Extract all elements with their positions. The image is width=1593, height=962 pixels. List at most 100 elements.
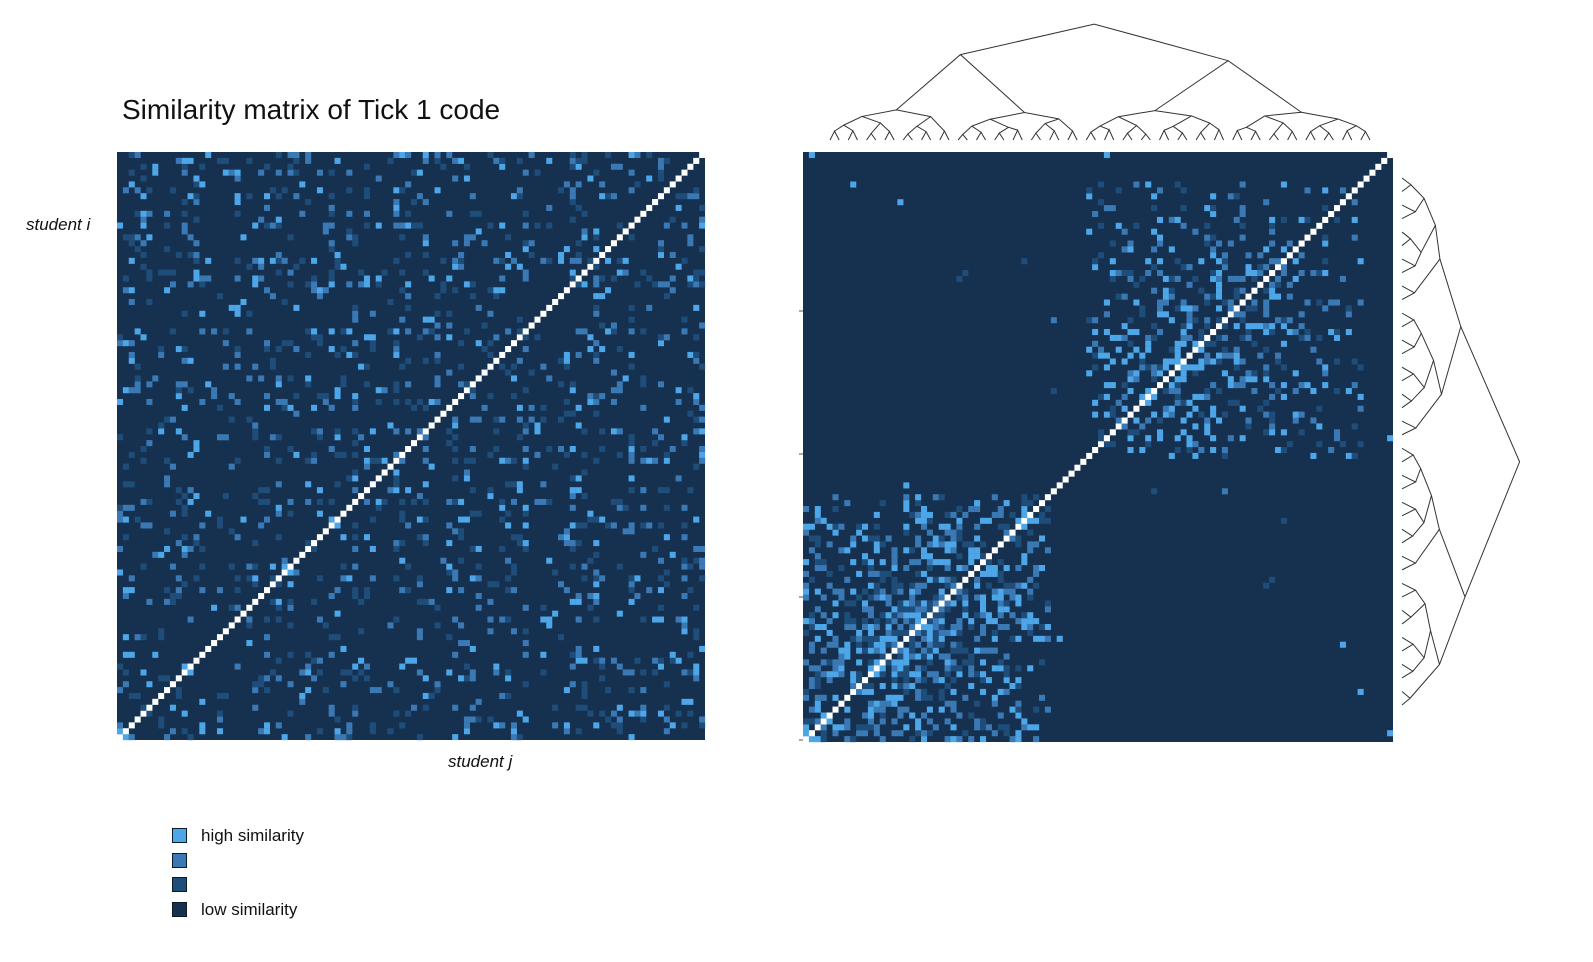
heatmap-cell	[968, 618, 975, 625]
heatmap-cell	[628, 575, 635, 582]
heatmap-cell	[926, 511, 933, 518]
heatmap-cell	[932, 612, 939, 619]
heatmap-cell	[938, 641, 945, 648]
heatmap-cell	[1133, 181, 1140, 188]
heatmap-cell	[1027, 629, 1034, 636]
heatmap-cell	[1174, 447, 1181, 454]
heatmap-cell	[475, 593, 482, 600]
heatmap-cell	[128, 575, 135, 582]
heatmap-cell	[181, 551, 188, 558]
dendrogram-link	[1410, 589, 1426, 618]
heatmap-cell	[915, 641, 922, 648]
heatmap-cell	[540, 404, 547, 411]
heatmap-cell	[1151, 323, 1158, 330]
diagonal-cell	[826, 712, 833, 719]
heatmap-cell	[363, 457, 370, 464]
heatmap-cell	[1027, 529, 1034, 536]
heatmap-cell	[856, 647, 863, 654]
heatmap-cell	[1003, 582, 1010, 589]
heatmap-cell	[926, 653, 933, 660]
heatmap-cell	[234, 604, 241, 611]
heatmap-cell	[346, 669, 353, 676]
heatmap-cell	[1139, 364, 1146, 371]
heatmap-cell	[1180, 187, 1187, 194]
heatmap-cell	[1145, 435, 1152, 442]
heatmap-cell	[346, 728, 353, 735]
heatmap-cell	[826, 659, 833, 666]
heatmap-cell	[363, 222, 370, 229]
heatmap-cell	[826, 641, 833, 648]
heatmap-cell	[522, 428, 529, 435]
heatmap-cell	[381, 457, 388, 464]
heatmap-cell	[968, 506, 975, 513]
heatmap-cell	[926, 541, 933, 548]
diagonal-cell	[1239, 299, 1246, 306]
heatmap-cell	[463, 240, 470, 247]
heatmap-cell	[1121, 358, 1128, 365]
heatmap-cell	[158, 346, 165, 353]
heatmap-cell	[181, 663, 188, 670]
heatmap-cell	[375, 275, 382, 282]
heatmap-cell	[699, 451, 706, 458]
heatmap-cell	[657, 522, 664, 529]
heatmap-cell	[169, 598, 176, 605]
heatmap-cell	[311, 451, 318, 458]
diagonal-cell	[862, 677, 869, 684]
heatmap-cell	[640, 669, 647, 676]
heatmap-cell	[1322, 205, 1329, 212]
legend-label: high similarity	[201, 826, 304, 845]
heatmap-cell	[416, 534, 423, 541]
heatmap-cell	[264, 287, 271, 294]
heatmap-cell	[158, 716, 165, 723]
heatmap-cell	[1009, 706, 1016, 713]
heatmap-cell	[216, 710, 223, 717]
heatmap-cell	[985, 677, 992, 684]
heatmap-cell	[1233, 193, 1240, 200]
dendrogram-link	[1401, 555, 1417, 571]
heatmap-cell	[950, 535, 957, 542]
heatmap-cell	[146, 398, 153, 405]
heatmap-cell	[293, 569, 300, 576]
heatmap-cell	[1127, 435, 1134, 442]
heatmap-cell	[275, 222, 282, 229]
heatmap-cell	[1310, 270, 1317, 277]
heatmap-cell	[628, 528, 635, 535]
heatmap-cell	[652, 281, 659, 288]
heatmap-cell	[516, 193, 523, 200]
diagonal-cell	[879, 659, 886, 666]
heatmap-cell	[873, 523, 880, 530]
heatmap-cell	[991, 665, 998, 672]
heatmap-cell	[199, 587, 206, 594]
heatmap-cell	[505, 669, 512, 676]
heatmap-cell	[681, 722, 688, 729]
heatmap-cell	[505, 692, 512, 699]
heatmap-cell	[416, 634, 423, 641]
heatmap-cell	[287, 710, 294, 717]
heatmap-cell	[803, 694, 810, 701]
heatmap-cell	[1275, 293, 1282, 300]
heatmap-cell	[675, 475, 682, 482]
diagonal-cell	[1139, 399, 1146, 406]
heatmap-cell	[1275, 358, 1282, 365]
dendrogram-link	[1172, 115, 1211, 127]
heatmap-cell	[699, 545, 706, 552]
heatmap-cell	[281, 563, 288, 570]
heatmap-cell	[974, 718, 981, 725]
heatmap-cell	[1322, 234, 1329, 241]
heatmap-cell	[505, 522, 512, 529]
heatmap-cell	[316, 187, 323, 194]
heatmap-cell	[903, 523, 910, 530]
heatmap-cell	[1227, 435, 1234, 442]
heatmap-cell	[346, 210, 353, 217]
heatmap-cell	[1044, 606, 1051, 613]
heatmap-cell	[193, 240, 200, 247]
heatmap-cell	[522, 446, 529, 453]
heatmap-cell	[944, 659, 951, 666]
heatmap-cell	[340, 451, 347, 458]
heatmap-cell	[246, 263, 253, 270]
heatmap-cell	[1357, 441, 1364, 448]
heatmap-cell	[316, 657, 323, 664]
heatmap-cell	[152, 551, 159, 558]
heatmap-cell	[903, 683, 910, 690]
heatmap-cell	[1103, 329, 1110, 336]
